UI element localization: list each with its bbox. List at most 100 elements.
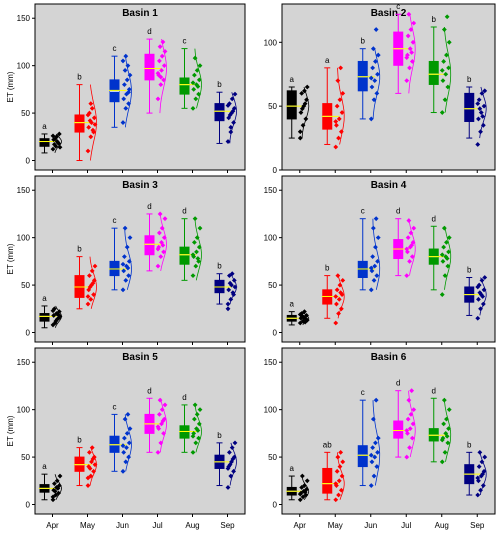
x-tick-label: May bbox=[328, 521, 343, 530]
data-point bbox=[92, 462, 98, 468]
y-tick-label: 100 bbox=[264, 406, 278, 415]
data-point bbox=[444, 433, 450, 439]
data-point bbox=[192, 72, 197, 78]
data-point bbox=[406, 397, 412, 403]
data-point bbox=[368, 483, 374, 488]
data-point bbox=[125, 63, 131, 69]
data-point bbox=[445, 263, 451, 269]
data-point bbox=[90, 127, 96, 133]
box bbox=[39, 313, 50, 322]
data-point bbox=[225, 306, 231, 312]
data-point bbox=[475, 492, 481, 498]
data-point bbox=[481, 287, 487, 293]
data-point bbox=[368, 265, 374, 271]
data-point bbox=[160, 39, 166, 45]
data-point bbox=[302, 489, 308, 495]
significance-letter: a bbox=[290, 300, 295, 309]
y-tick-label: 0 bbox=[273, 166, 278, 175]
box bbox=[464, 92, 475, 122]
data-point bbox=[475, 142, 481, 147]
data-point bbox=[333, 144, 339, 150]
data-point bbox=[333, 119, 339, 124]
data-point bbox=[157, 397, 163, 403]
data-point bbox=[228, 124, 234, 130]
distribution-curve bbox=[337, 275, 345, 319]
data-point bbox=[157, 44, 163, 50]
data-point bbox=[52, 136, 58, 142]
data-point bbox=[55, 140, 61, 145]
data-point bbox=[225, 466, 231, 471]
distribution-curve bbox=[125, 56, 132, 128]
data-point bbox=[375, 435, 381, 441]
box bbox=[39, 138, 50, 147]
data-point bbox=[155, 263, 161, 269]
data-point bbox=[197, 407, 203, 413]
y-tick-label: 150 bbox=[17, 14, 31, 23]
data-point bbox=[56, 131, 62, 137]
data-point bbox=[54, 316, 60, 322]
data-point bbox=[192, 240, 197, 245]
distribution-curve bbox=[443, 398, 452, 462]
distribution-curve bbox=[159, 213, 167, 271]
data-point bbox=[404, 454, 410, 460]
data-point bbox=[160, 418, 166, 424]
data-point bbox=[158, 440, 164, 446]
data-point bbox=[370, 65, 376, 71]
data-point bbox=[87, 449, 92, 455]
data-point bbox=[229, 271, 235, 277]
data-point bbox=[194, 249, 199, 255]
data-point bbox=[336, 116, 342, 122]
data-point bbox=[161, 235, 167, 241]
data-point bbox=[230, 108, 236, 114]
significance-letter: b bbox=[361, 37, 366, 46]
data-point bbox=[297, 491, 303, 497]
data-point bbox=[334, 301, 339, 307]
data-point bbox=[304, 313, 309, 318]
y-tick-label: 100 bbox=[264, 234, 278, 243]
significance-letter: a bbox=[290, 75, 295, 84]
distribution-curve bbox=[479, 452, 487, 496]
data-point bbox=[303, 116, 309, 122]
data-point bbox=[159, 240, 164, 245]
data-point bbox=[232, 91, 238, 97]
data-point bbox=[226, 287, 232, 293]
data-point bbox=[53, 492, 59, 498]
distribution-curve bbox=[479, 86, 487, 139]
significance-letter: c bbox=[113, 402, 117, 411]
significance-letter: c bbox=[183, 37, 187, 46]
data-point bbox=[159, 53, 165, 59]
data-point bbox=[443, 71, 449, 77]
data-point bbox=[88, 134, 94, 140]
data-point bbox=[408, 27, 414, 32]
data-point bbox=[231, 277, 237, 283]
panel-basin-1: Basin 1 0 50 100 150 ET (mm) a b c d c b bbox=[6, 3, 246, 173]
data-point bbox=[439, 437, 445, 443]
data-point bbox=[124, 430, 130, 436]
y-tick-label: 50 bbox=[268, 102, 277, 111]
data-point bbox=[155, 449, 161, 455]
data-point bbox=[194, 412, 200, 417]
x-tick-label: Aug bbox=[185, 521, 199, 530]
data-point bbox=[338, 65, 344, 71]
data-point bbox=[333, 294, 339, 299]
significance-letter: c bbox=[113, 44, 117, 53]
data-point bbox=[439, 459, 445, 465]
data-point bbox=[158, 74, 164, 80]
data-point bbox=[371, 277, 377, 283]
data-point bbox=[440, 78, 446, 84]
data-point bbox=[162, 402, 168, 408]
data-point bbox=[375, 258, 380, 264]
data-point bbox=[411, 407, 417, 413]
significance-letter: b bbox=[467, 440, 472, 449]
data-point bbox=[409, 388, 415, 394]
data-point bbox=[406, 11, 412, 17]
data-point bbox=[87, 284, 93, 290]
data-point bbox=[57, 144, 63, 150]
data-point bbox=[227, 449, 232, 455]
data-point bbox=[374, 464, 380, 469]
distribution-curve bbox=[90, 84, 97, 161]
significance-letter: b bbox=[77, 73, 82, 82]
significance-letter: d bbox=[396, 207, 400, 216]
x-tick-label: Jul bbox=[152, 521, 162, 530]
